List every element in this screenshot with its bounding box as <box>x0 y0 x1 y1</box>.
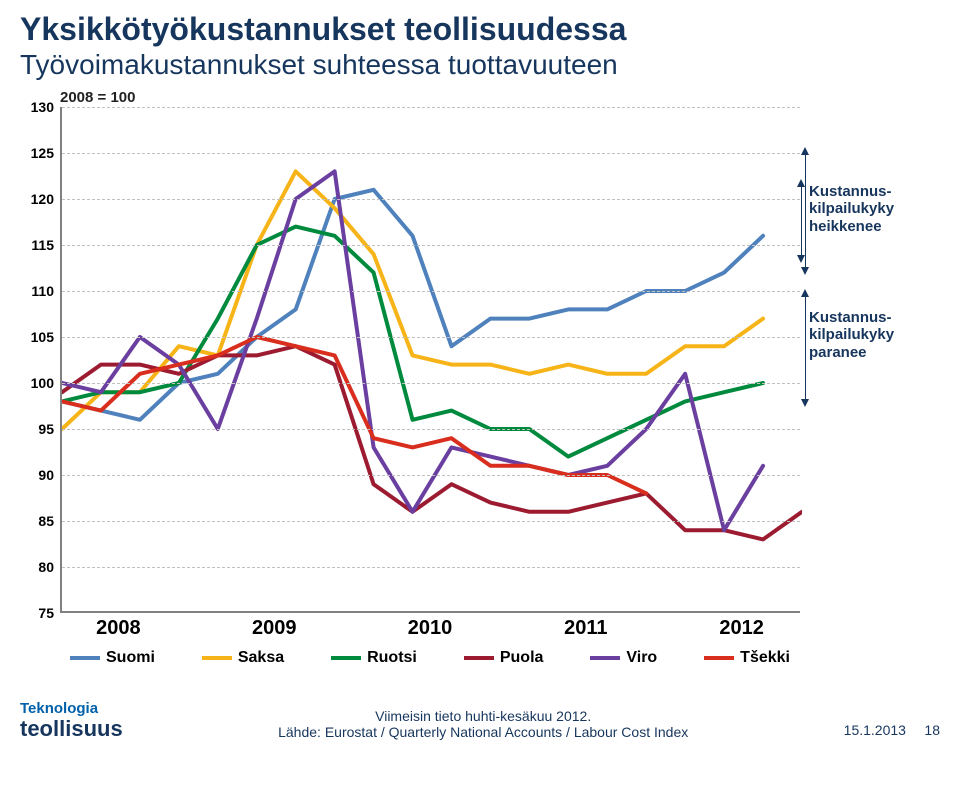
y-tick-label: 75 <box>38 605 54 621</box>
footer: Teknologia teollisuus Viimeisin tieto hu… <box>20 701 940 740</box>
y-tick-label: 85 <box>38 513 54 529</box>
y-tick-label: 120 <box>31 191 54 207</box>
y-tick-label: 125 <box>31 145 54 161</box>
series-line <box>62 172 763 430</box>
legend-label: Puola <box>500 649 544 667</box>
legend-label: Suomi <box>106 649 155 667</box>
legend-swatch <box>70 656 100 660</box>
legend-label: Saksa <box>238 649 284 667</box>
x-tick-label: 2011 <box>564 617 607 640</box>
legend-swatch <box>704 656 734 660</box>
y-tick-label: 110 <box>31 283 54 299</box>
y-axis-labels: 7580859095100105110115120125130 <box>20 107 54 613</box>
footer-right: 15.1.2013 18 <box>844 722 940 740</box>
y-tick-label: 105 <box>31 329 54 345</box>
chart: 2008 = 100 75 80 85 90 95 100 105 110 115 120 125 1… <box>20 89 803 689</box>
legend-label: Viro <box>626 649 657 667</box>
annotation-top: Kustannus-kilpailukykyheikkenee <box>809 183 894 235</box>
y-tick-label: 100 <box>31 375 54 391</box>
legend-label: Ruotsi <box>367 649 417 667</box>
legend-item: Puola <box>464 649 544 667</box>
date-text: 15.1.2013 <box>844 722 906 738</box>
page-subtitle: Työvoimakustannukset suhteessa tuottavuu… <box>20 49 940 81</box>
y-tick-label: 80 <box>38 559 54 575</box>
x-tick-label: 2008 <box>96 617 141 640</box>
legend-item: Saksa <box>202 649 284 667</box>
y-tick-label: 115 <box>31 237 54 253</box>
legend-item: Ruotsi <box>331 649 417 667</box>
logo: Teknologia teollisuus <box>20 701 123 740</box>
legend-item: Tšekki <box>704 649 790 667</box>
x-axis-labels: 2008 2009 2010 2011 2012 <box>60 617 800 643</box>
page-title: Yksikkötyökustannukset teollisuudessa <box>20 12 940 47</box>
legend-swatch <box>464 656 494 660</box>
y-tick-label: 90 <box>38 467 54 483</box>
chart-row: 2008 = 100 75 80 85 90 95 100 105 110 115 120 125 1… <box>20 89 940 689</box>
legend-label: Tšekki <box>740 649 790 667</box>
x-tick-label: 2012 <box>719 617 764 640</box>
y-tick-label: 95 <box>38 421 54 437</box>
series-line <box>62 337 646 493</box>
chart-lines <box>62 107 802 613</box>
legend-swatch <box>590 656 620 660</box>
legend: Suomi Saksa Ruotsi Puola Viro Tšekki <box>60 649 800 667</box>
source-text: Viimeisin tieto huhti-kesäkuu 2012. Lähd… <box>123 708 844 740</box>
x-tick-label: 2010 <box>408 617 453 640</box>
x-tick-label: 2009 <box>252 617 297 640</box>
legend-swatch <box>202 656 232 660</box>
legend-item: Viro <box>590 649 657 667</box>
plot-area <box>60 107 800 613</box>
side-annotations: Kustannus-kilpailukykyheikkenee Kustannu… <box>803 89 940 149</box>
series-line <box>62 227 763 457</box>
annotation-bottom: Kustannus-kilpailukykyparanee <box>809 309 894 361</box>
legend-swatch <box>331 656 361 660</box>
index-label: 2008 = 100 <box>60 89 136 106</box>
page-number: 18 <box>924 722 940 738</box>
legend-item: Suomi <box>70 649 155 667</box>
y-tick-label: 130 <box>31 99 54 115</box>
